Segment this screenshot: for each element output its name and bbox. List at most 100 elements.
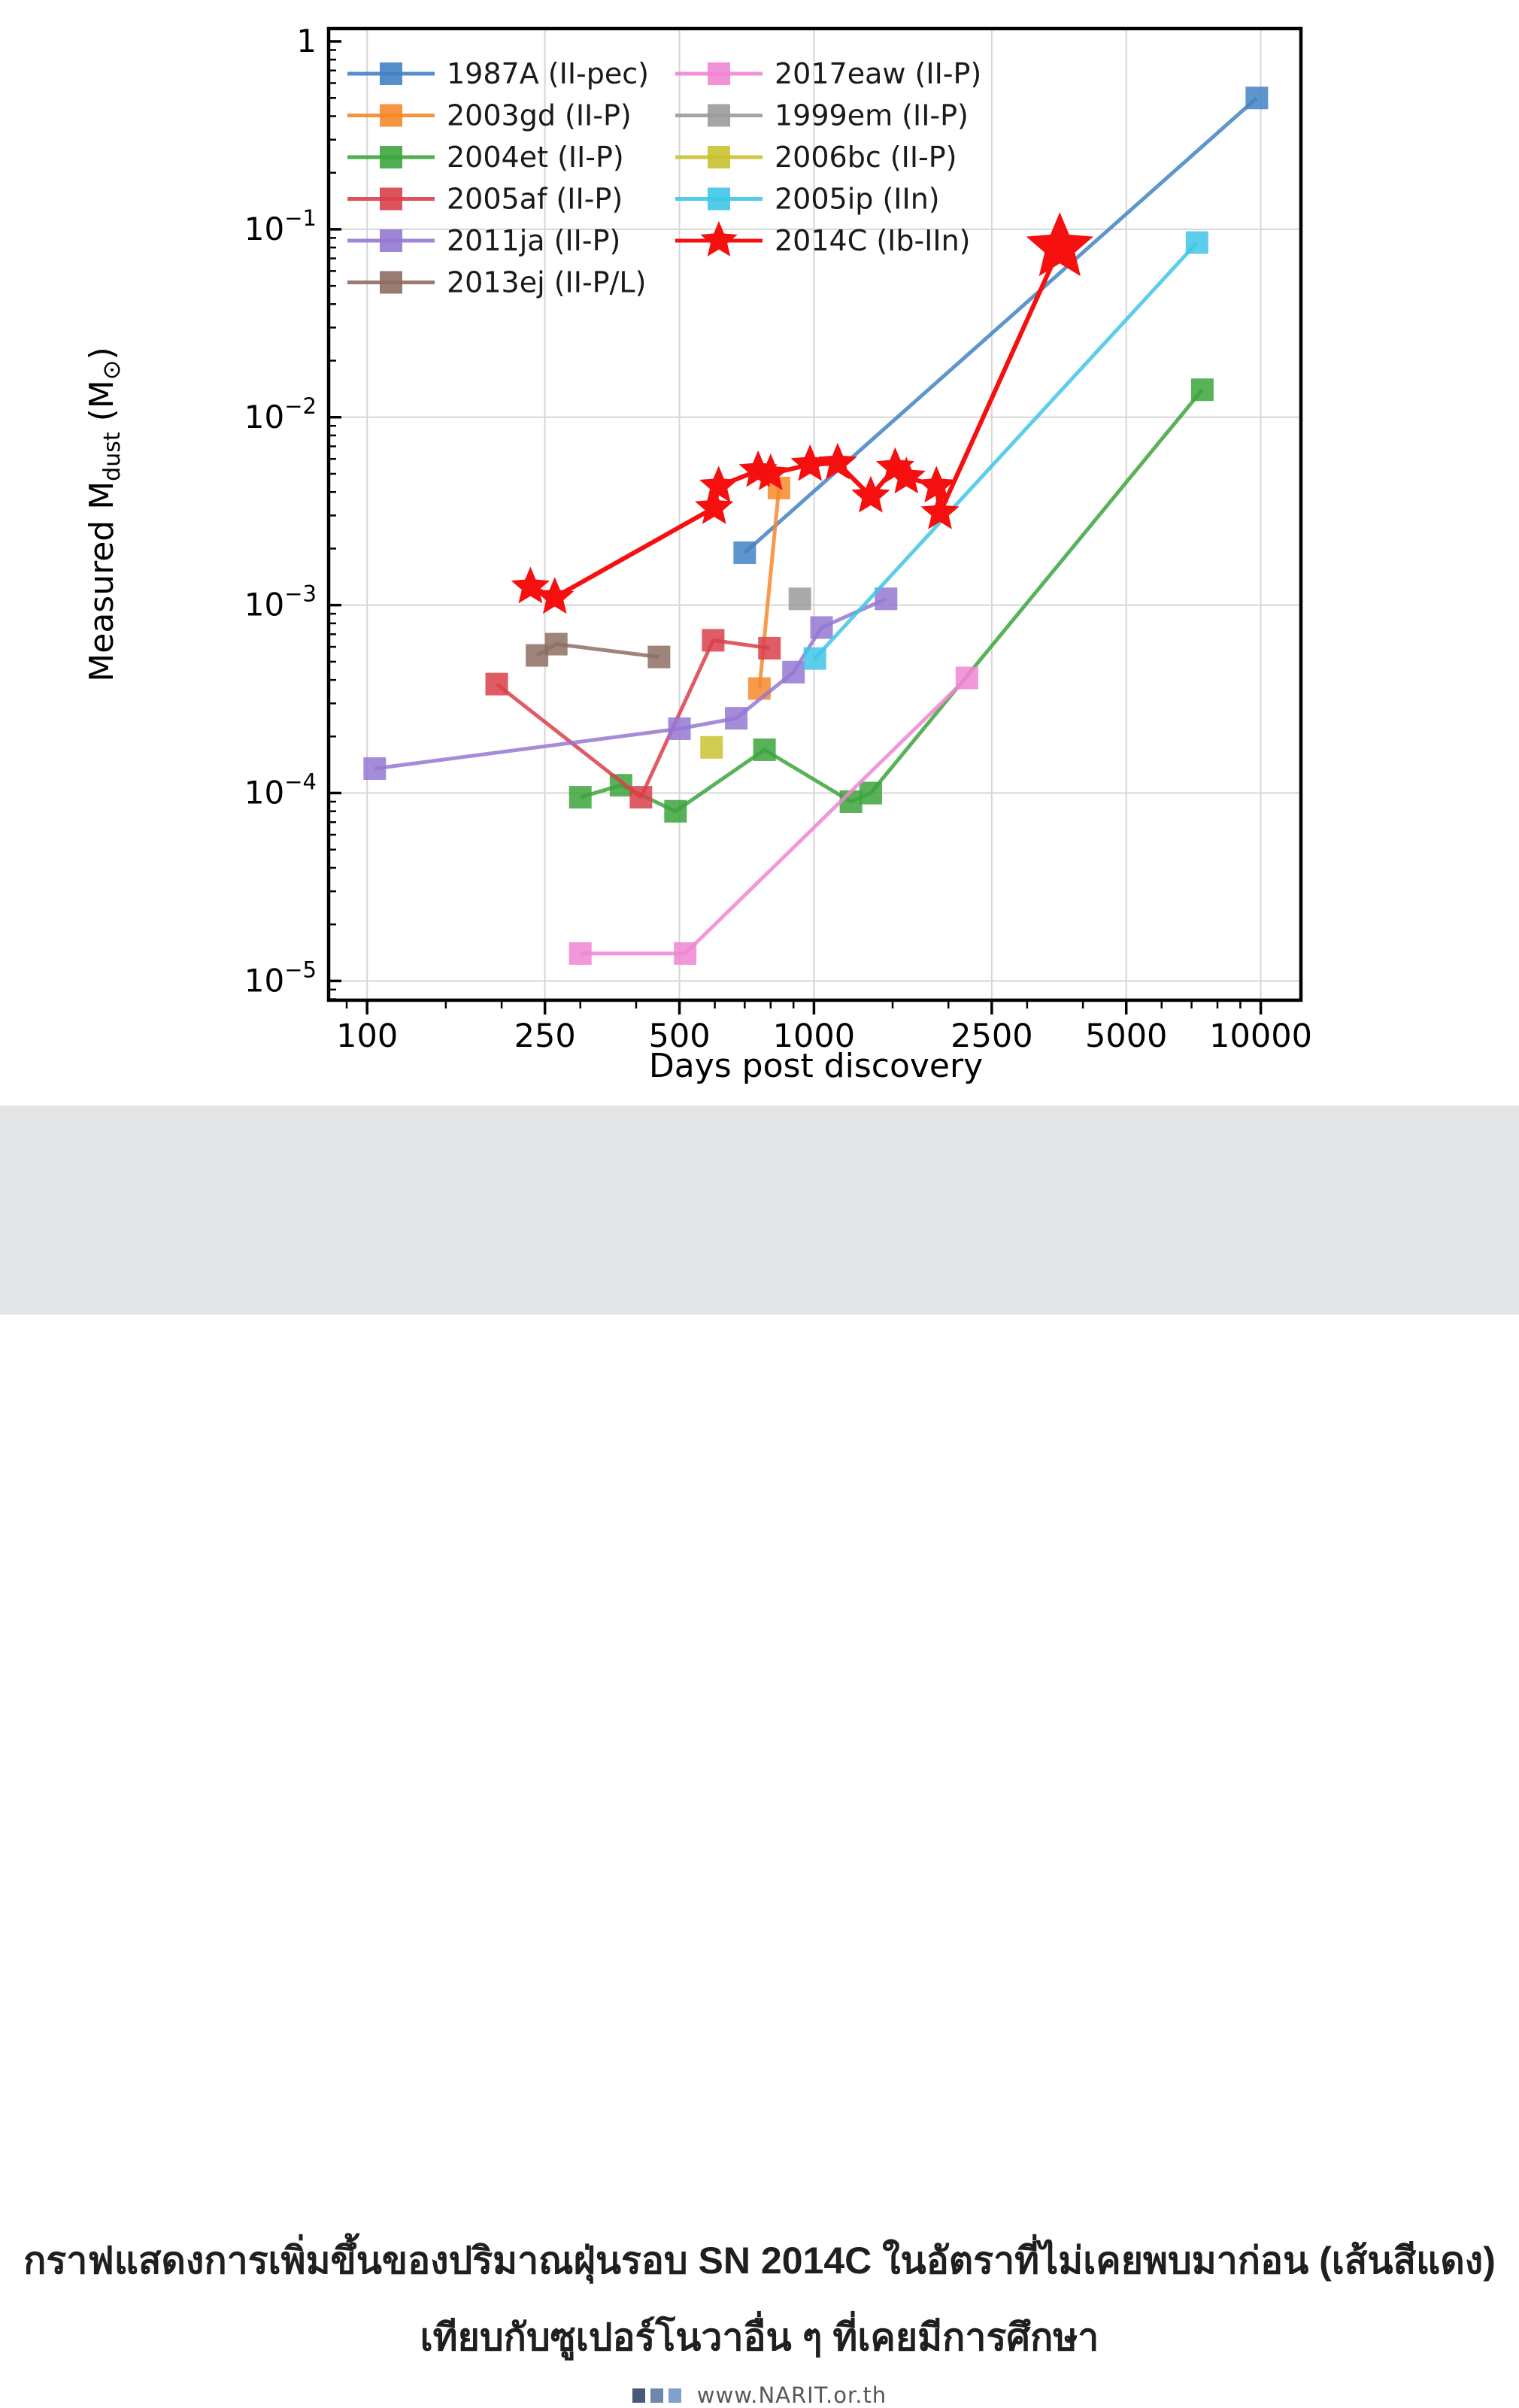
data-point-2013ej-0 xyxy=(526,644,549,667)
x-tick-label-2500: 2500 xyxy=(951,1017,1032,1055)
series-1987a xyxy=(733,86,1269,565)
data-point-2014c-10 xyxy=(887,456,926,494)
x-tick-label-500: 500 xyxy=(648,1017,710,1055)
legend-label-2013ej: 2013ej (II-P/L) xyxy=(447,266,646,299)
legend-square-marker xyxy=(708,104,730,127)
narit-logo-square-1 xyxy=(632,2388,645,2403)
narit-infographic: { "chart_data": { "type": "line", "title… xyxy=(0,23,1519,2408)
narit-logo-square-3 xyxy=(668,2388,681,2403)
caption-line-1: กราฟแสดงการเพิ่มขึ้นของปริมาณฝุ่นรอบ SN … xyxy=(23,2240,1496,2282)
y-tick-label-1e-2: 10−2 xyxy=(244,393,317,435)
legend-item-1999em: 1999em (II-P) xyxy=(675,99,969,132)
series-2011ja-line xyxy=(374,597,887,771)
data-point-2004et-5 xyxy=(859,781,882,805)
data-point-2011ja-3 xyxy=(782,660,805,684)
data-point-2011ja-4 xyxy=(810,616,833,639)
data-point-2005af-0 xyxy=(485,672,508,696)
caption-band: กราฟแสดงการเพิ่มขึ้นของปริมาณฝุ่นรอบ SN … xyxy=(0,1105,1519,2408)
data-point-2006bc-0 xyxy=(700,735,723,759)
data-point-2004et-2 xyxy=(664,799,687,823)
legend-square-marker xyxy=(380,104,402,127)
legend-square-marker xyxy=(380,146,402,168)
data-point-2005af-2 xyxy=(702,629,725,652)
data-point-2014c-2 xyxy=(695,487,734,524)
series-2017eaw xyxy=(568,666,978,965)
data-point-2011ja-0 xyxy=(363,757,387,780)
legend-square-marker xyxy=(708,187,730,211)
legend-label-2017eaw: 2017eaw (II-P) xyxy=(775,57,981,90)
legend-square-marker xyxy=(380,62,402,85)
legend-square-marker xyxy=(380,271,402,294)
legend-label-2004et: 2004et (II-P) xyxy=(447,141,624,174)
legend-item-2006bc: 2006bc (II-P) xyxy=(675,141,957,174)
data-point-2014c-8 xyxy=(851,475,890,513)
axes: 100 250 500 1000 2500 5000 10000 1 10−1 10−2 10−3 1… xyxy=(244,23,1312,1055)
data-point-2014c-7 xyxy=(818,442,857,480)
series-2004et xyxy=(568,378,1214,823)
data-point-2014c-5 xyxy=(751,453,790,490)
data-point-2005ip-0 xyxy=(803,647,826,670)
y-tick-label-1e-4: 10−4 xyxy=(244,769,317,811)
series-1999em xyxy=(788,587,811,611)
legend-item-2005af: 2005af (II-P) xyxy=(347,183,623,216)
legend-item-2004et: 2004et (II-P) xyxy=(347,141,624,174)
chart-legend: 1987A (II-pec) 2003gd (II-P) 2004et (II-P)… xyxy=(347,57,981,299)
series-1987a-line xyxy=(743,96,1259,554)
data-point-2004et-6 xyxy=(1190,378,1214,402)
data-point-2005af-3 xyxy=(758,636,781,660)
plot-frame xyxy=(326,26,1303,1002)
data-point-2003gd-0 xyxy=(747,677,771,700)
data-point-2014c-11 xyxy=(917,466,956,503)
footer: www.NARIT.or.th xyxy=(0,2382,1519,2408)
legend-label-2005af: 2005af (II-P) xyxy=(447,183,623,216)
grid-lines xyxy=(329,29,1301,1000)
legend-square-marker xyxy=(708,62,730,85)
x-axis-label: Days post discovery xyxy=(649,1047,983,1085)
legend-label-2005ip: 2005ip (IIn) xyxy=(775,183,940,216)
legend-item-2003gd: 2003gd (II-P) xyxy=(347,99,632,132)
series-2005ip xyxy=(803,231,1208,670)
y-tick-label-1e-5: 10−5 xyxy=(244,957,317,999)
data-point-2004et-0 xyxy=(568,786,592,809)
series-2017eaw-line xyxy=(580,676,969,956)
data-point-1987a-0 xyxy=(733,541,756,565)
y-axis-label: Measured Mdust (M⊙) xyxy=(83,347,126,681)
legend-label-2011ja: 2011ja (II-P) xyxy=(447,224,620,257)
y-tick-label-1e0: 1 xyxy=(296,23,317,59)
legend-label-2014c: 2014C (Ib-IIn) xyxy=(775,224,971,257)
data-point-2013ej-1 xyxy=(544,632,568,656)
data-point-2017eaw-1 xyxy=(674,942,697,965)
data-point-2014c-6 xyxy=(790,444,829,481)
data-point-1987a-1 xyxy=(1245,86,1269,110)
legend-label-2006bc: 2006bc (II-P) xyxy=(775,141,957,174)
data-point-2014c-3 xyxy=(699,466,738,503)
legend-square-marker xyxy=(380,187,402,211)
series-2005ip-line xyxy=(813,241,1199,660)
legend-label-2003gd: 2003gd (II-P) xyxy=(447,99,632,132)
x-tick-label-1000: 1000 xyxy=(773,1017,855,1055)
data-point-2004et-3 xyxy=(753,738,776,761)
y-tick-label-1e-1: 10−1 xyxy=(244,205,317,247)
legend-item-1987a: 1987A (II-pec) xyxy=(347,57,649,90)
x-tick-label-5000: 5000 xyxy=(1085,1017,1167,1055)
x-tick-label-10000: 10000 xyxy=(1209,1017,1312,1055)
legend-square-marker xyxy=(708,146,730,168)
x-tick-label-250: 250 xyxy=(514,1017,576,1055)
legend-label-1987a: 1987A (II-pec) xyxy=(447,57,649,90)
legend-item-2013ej: 2013ej (II-P/L) xyxy=(347,266,646,299)
data-point-2014c-13 xyxy=(1026,212,1093,277)
legend-square-marker xyxy=(380,229,402,252)
series-2006bc xyxy=(700,735,723,759)
data-point-2011ja-1 xyxy=(668,717,691,740)
legend-star-marker xyxy=(700,221,738,256)
data-series xyxy=(363,86,1269,965)
data-point-2011ja-2 xyxy=(725,707,748,730)
legend-item-2017eaw: 2017eaw (II-P) xyxy=(675,57,981,90)
data-point-2004et-4 xyxy=(839,790,863,813)
series-2013ej xyxy=(526,632,671,669)
legend-item-2005ip: 2005ip (IIn) xyxy=(675,183,940,216)
legend-item-2011ja: 2011ja (II-P) xyxy=(347,224,620,257)
series-2014c xyxy=(511,212,1093,614)
caption-line-2: เทียบกับซูเปอร์โนวาอื่น ๆ ที่เคยมีการศึก… xyxy=(420,2316,1099,2358)
x-tick-label-100: 100 xyxy=(336,1017,398,1055)
